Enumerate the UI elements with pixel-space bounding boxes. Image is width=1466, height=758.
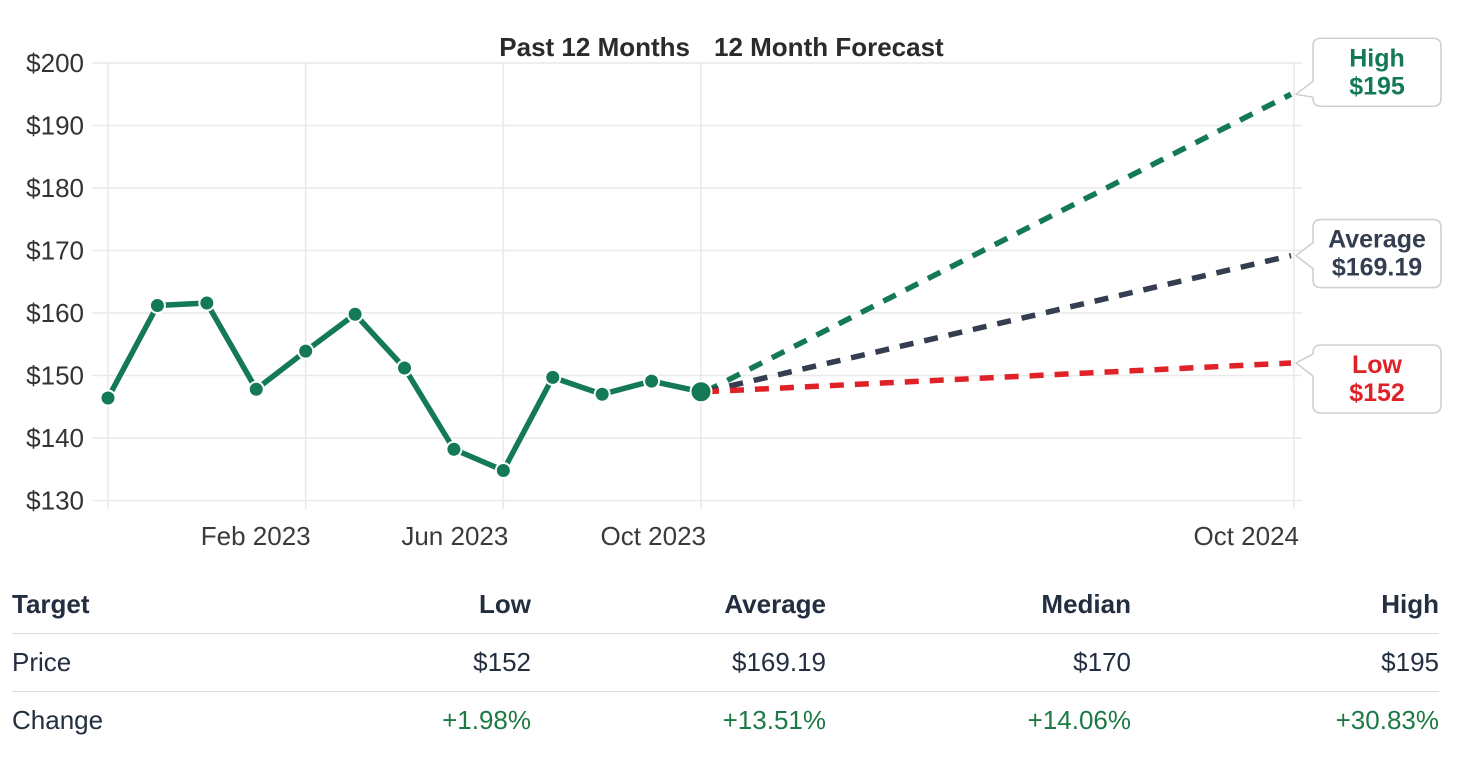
col-header-high: High — [1381, 589, 1439, 619]
callout-average-value: $169.19 — [1332, 254, 1422, 282]
callout-low — [1295, 344, 1442, 414]
y-axis-tick-label: $190 — [26, 111, 84, 141]
chart-title-forecast: 12 Month Forecast — [714, 32, 944, 62]
history-price-line — [105, 300, 704, 474]
forecast-line-low — [704, 360, 1292, 395]
data-point — [247, 380, 265, 398]
forecast-line-high — [703, 91, 1293, 395]
col-header-target: Target — [12, 589, 90, 619]
data-point — [346, 305, 364, 323]
chart-title-past: Past 12 Months — [499, 32, 690, 62]
current-price-point — [689, 380, 713, 404]
callout-average — [1295, 218, 1442, 289]
table-header-row: Target Low Average Median High — [12, 576, 1439, 634]
x-axis-tick-label: Jun 2023 — [401, 521, 508, 551]
data-point — [544, 368, 562, 386]
table-row-price: Price $152 $169.19 $170 $195 — [12, 634, 1439, 692]
y-axis-tick-label: $150 — [26, 361, 84, 391]
callout-high-name: High — [1349, 44, 1405, 72]
row-label-change: Change — [12, 705, 104, 735]
col-header-average: Average — [724, 589, 826, 619]
change-average: +13.51% — [722, 705, 826, 735]
data-point — [643, 372, 661, 390]
price-median: $170 — [1073, 647, 1131, 677]
callout-high — [1295, 37, 1442, 108]
price-low: $152 — [473, 647, 531, 677]
data-point — [198, 294, 216, 312]
data-point — [99, 389, 117, 407]
forecast-chart-svg: $130 $140 $150 $160 $170 $180 $190 $200 Feb 2023… — [26, 32, 1442, 551]
data-point — [396, 359, 413, 377]
data-point — [494, 462, 512, 479]
y-axis-tick-label: $180 — [26, 173, 84, 203]
col-header-median: Median — [1041, 589, 1131, 619]
x-axis-tick-label: Feb 2023 — [201, 521, 311, 551]
price-average: $169.19 — [732, 647, 826, 677]
y-axis-tick-label: $160 — [26, 298, 84, 328]
stock-forecast-chart: $130 $140 $150 $160 $170 $180 $190 $200 Feb 2023… — [26, 32, 1442, 551]
callout-high-value: $195 — [1349, 72, 1405, 100]
col-header-low: Low — [479, 589, 531, 619]
change-high: +30.83% — [1335, 705, 1439, 735]
forecast-line-average — [704, 252, 1292, 395]
x-axis-tick-label: Oct 2023 — [600, 521, 706, 551]
table-row-change: Change +1.98% +13.51% +14.06% +30.83% — [12, 692, 1439, 749]
callout-low-name: Low — [1352, 351, 1403, 379]
x-axis-tick-label: Oct 2024 — [1193, 521, 1299, 551]
data-point — [148, 297, 166, 314]
y-axis-tick-label: $200 — [26, 48, 84, 78]
y-axis-tick-label: $140 — [26, 423, 84, 453]
data-point — [445, 440, 463, 458]
row-label-price: Price — [12, 647, 72, 677]
callout-average-name: Average — [1328, 226, 1426, 254]
change-median: +14.06% — [1027, 705, 1131, 735]
y-axis-tick-label: $130 — [26, 486, 84, 516]
forecast-table: Target Low Average Median High Price $15… — [12, 576, 1439, 749]
data-point — [297, 342, 315, 360]
y-axis-tick-label: $170 — [26, 236, 84, 266]
price-high: $195 — [1381, 647, 1439, 677]
callout-low-value: $152 — [1349, 379, 1405, 407]
change-low: +1.98% — [442, 705, 531, 735]
data-point — [593, 385, 611, 403]
